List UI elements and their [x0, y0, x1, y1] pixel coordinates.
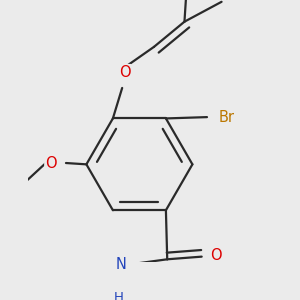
Text: O: O [119, 65, 130, 80]
Text: O: O [211, 248, 222, 263]
Text: O: O [45, 155, 57, 170]
Text: H: H [113, 291, 123, 300]
Text: N: N [116, 257, 126, 272]
Text: Br: Br [218, 110, 234, 124]
